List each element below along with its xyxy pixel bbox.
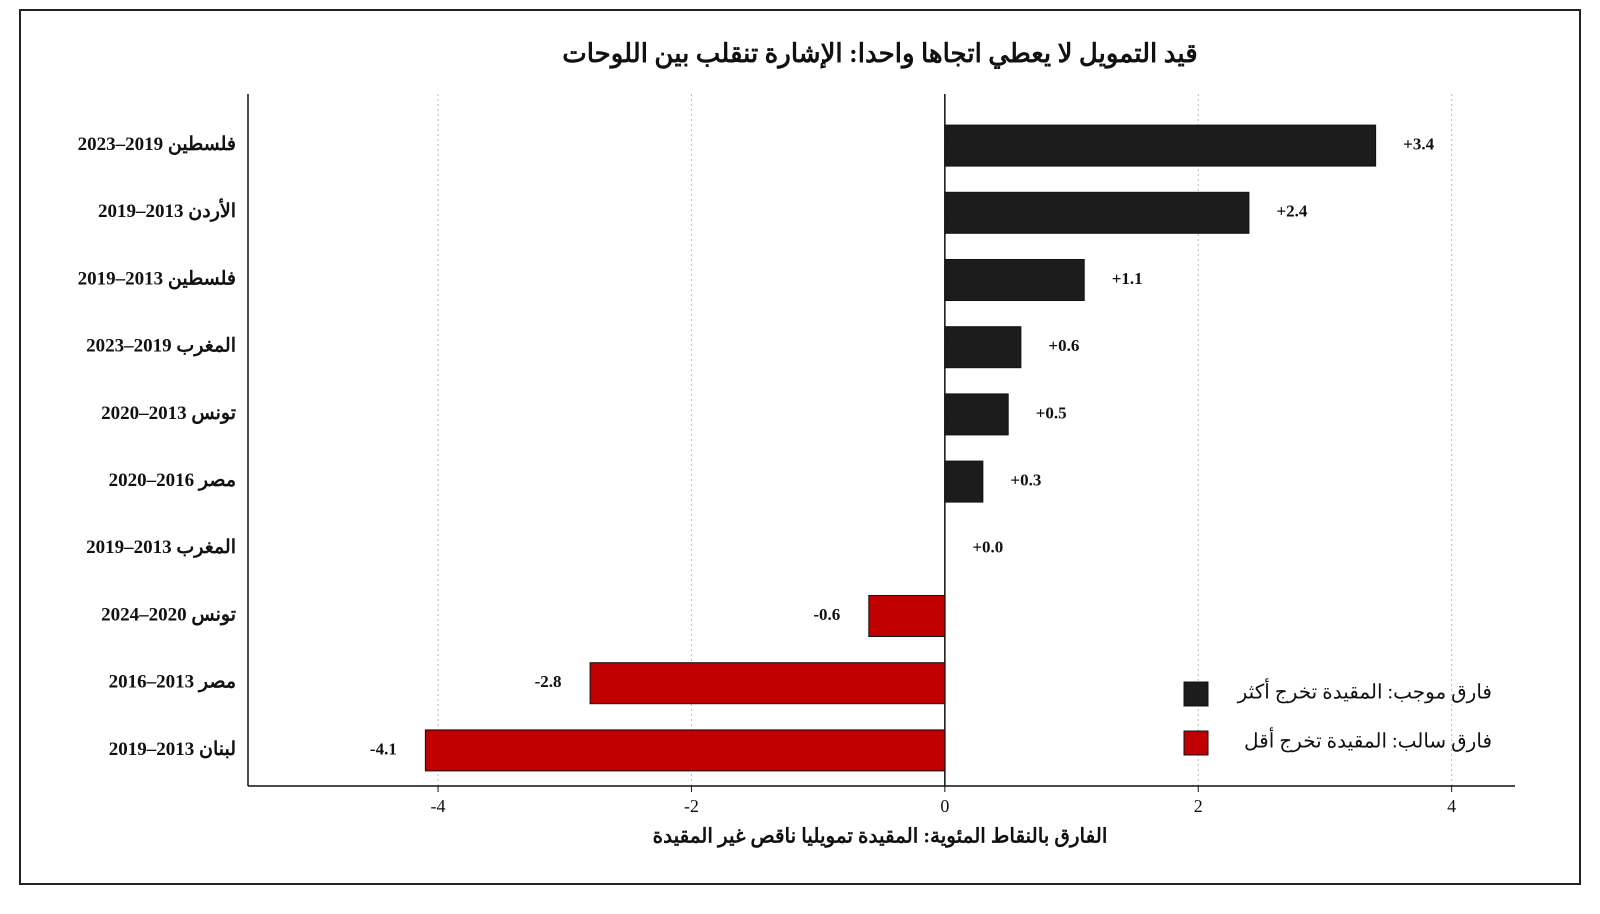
chart-title: قيد التمويل لا يعطي اتجاها واحدا: الإشار… xyxy=(562,39,1197,69)
bar xyxy=(868,595,946,637)
y-tick-label: لبنان 2013–2019 xyxy=(109,739,236,760)
legend-label: فارق موجب: المقيدة تخرج أكثر xyxy=(1237,678,1492,704)
y-tick-label: تونس 2020–2024 xyxy=(101,604,236,625)
value-label: -0.6 xyxy=(813,605,840,624)
bar xyxy=(424,729,946,772)
y-tick-label: تونس 2013–2020 xyxy=(101,403,236,424)
value-label: +2.4 xyxy=(1276,202,1307,221)
y-tick-label: مصر 2016–2020 xyxy=(109,470,236,491)
x-axis-label: الفارق بالنقاط المئوية: المقيدة تمويليا … xyxy=(653,826,1108,849)
y-tick-label: فلسطين 2013–2019 xyxy=(78,268,236,289)
x-tick-label: 2 xyxy=(1194,796,1203,816)
legend-swatch xyxy=(1183,681,1209,707)
value-label: +0.6 xyxy=(1048,336,1079,355)
value-label: -2.8 xyxy=(535,672,562,691)
value-label: -4.1 xyxy=(370,739,397,758)
value-label: +1.1 xyxy=(1112,269,1143,288)
bar xyxy=(944,460,984,503)
y-tick-label: المغرب 2019–2023 xyxy=(86,336,236,357)
x-tick-label: -4 xyxy=(431,796,446,816)
value-label: +0.3 xyxy=(1010,471,1041,490)
value-label: +0.0 xyxy=(972,538,1003,557)
bar xyxy=(944,326,1022,369)
value-label: +3.4 xyxy=(1403,135,1434,154)
value-label: +0.5 xyxy=(1036,403,1067,422)
x-tick-label: -2 xyxy=(684,796,699,816)
bar xyxy=(944,393,1009,436)
legend-label: فارق سالب: المقيدة تخرج أقل xyxy=(1244,727,1492,753)
bar xyxy=(944,191,1250,234)
bar xyxy=(944,124,1377,167)
y-tick-label: مصر 2013–2016 xyxy=(109,672,236,693)
y-tick-label: الأردن 2013–2019 xyxy=(98,198,236,222)
x-tick-label: 0 xyxy=(940,796,949,816)
y-tick-label: فلسطين 2019–2023 xyxy=(78,134,236,155)
y-tick-label: المغرب 2013–2019 xyxy=(86,537,236,558)
bar xyxy=(589,662,946,705)
x-tick-label: 4 xyxy=(1447,796,1456,816)
bar xyxy=(944,259,1085,301)
legend-swatch xyxy=(1183,730,1209,756)
